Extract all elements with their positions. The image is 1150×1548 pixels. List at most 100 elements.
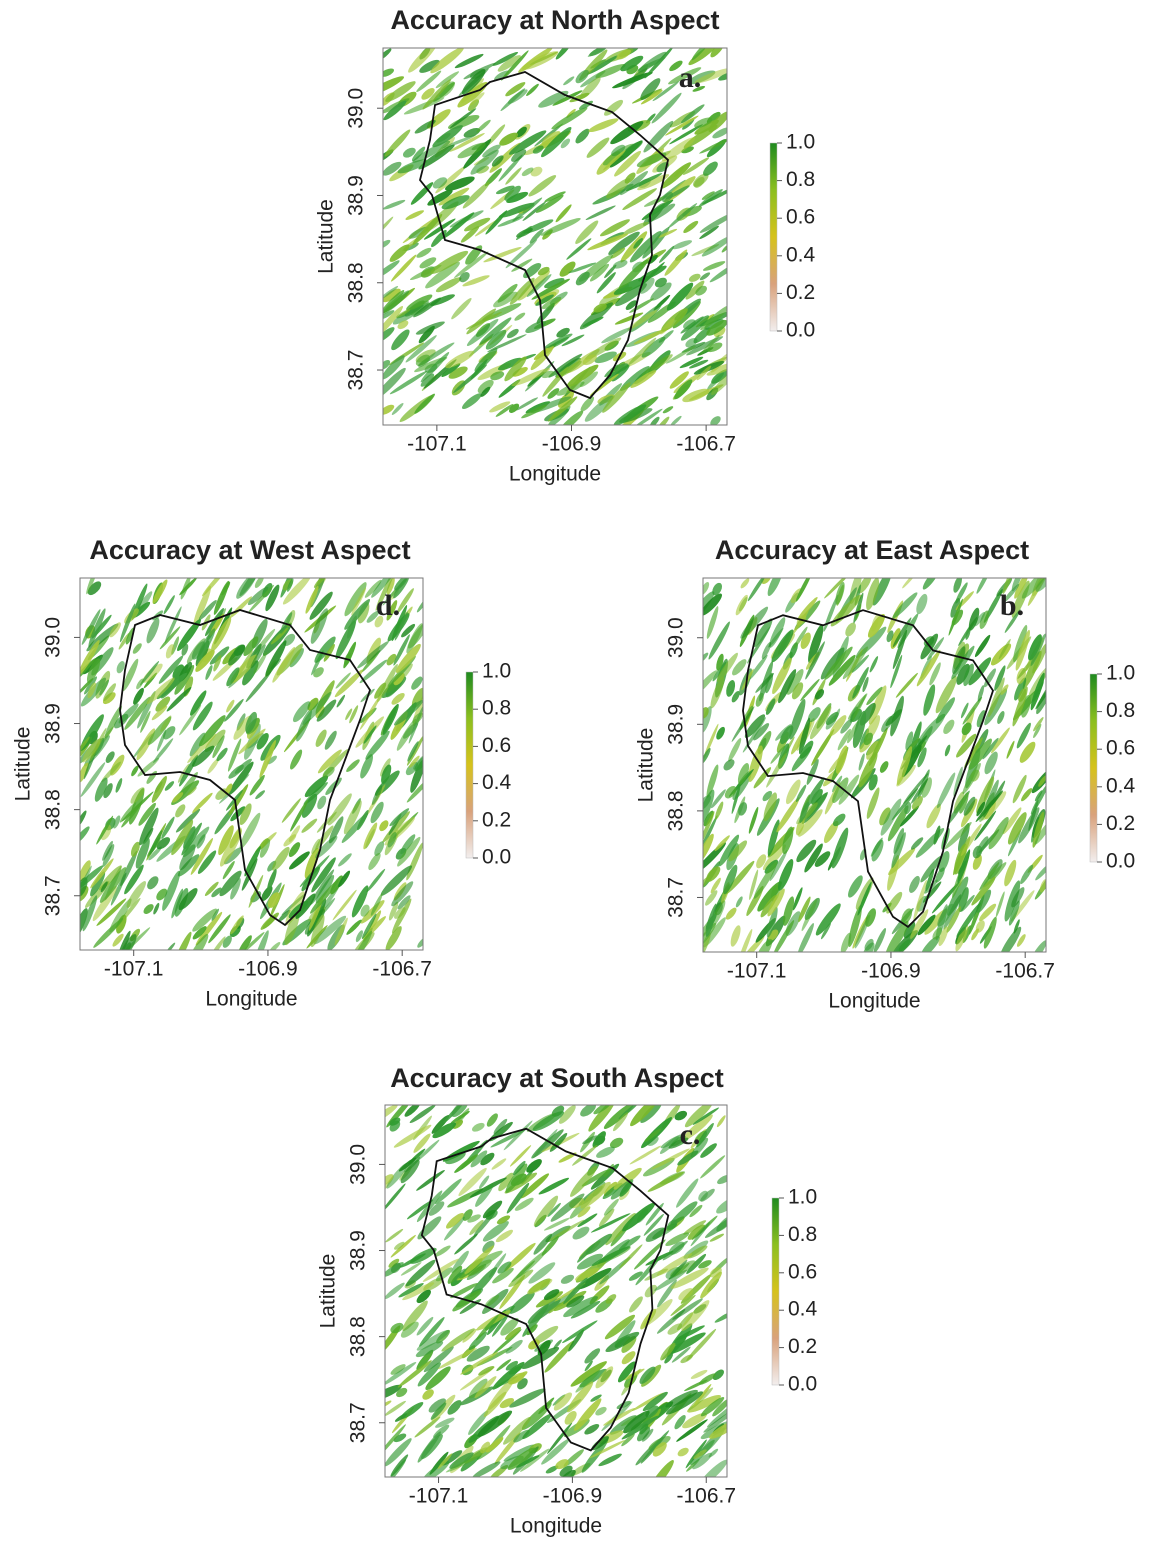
raster-patch [363, 725, 377, 744]
raster-patch [753, 723, 770, 741]
raster-patch [772, 920, 795, 952]
raster-patch [656, 416, 670, 425]
raster-patch [559, 1105, 576, 1124]
raster-patch [87, 682, 97, 699]
raster-patch [705, 890, 718, 906]
raster-patch [514, 1197, 534, 1211]
raster-patch [222, 860, 235, 880]
raster-patch [957, 849, 971, 884]
colorbar-tick-label: 0.6 [788, 1260, 817, 1283]
raster-patch [379, 820, 389, 832]
raster-patch [703, 810, 714, 827]
raster-patch [397, 895, 411, 910]
raster-patch [595, 63, 626, 79]
raster-patch [462, 275, 490, 287]
raster-patch [1020, 864, 1034, 885]
raster-patch [387, 831, 397, 848]
raster-patch [406, 842, 423, 881]
raster-patch [651, 1148, 690, 1170]
raster-patch [676, 1419, 708, 1442]
raster-patch [589, 1440, 626, 1459]
raster-patch [140, 710, 151, 733]
raster-patch [1011, 578, 1023, 592]
raster-patch [457, 142, 486, 159]
raster-patch [703, 706, 712, 733]
raster-patch [601, 327, 632, 344]
raster-patch [313, 667, 324, 678]
raster-patch [406, 774, 423, 803]
raster-patch [267, 892, 280, 908]
raster-patch [786, 669, 804, 695]
raster-patch [577, 1213, 598, 1228]
raster-patch [842, 646, 869, 680]
raster-patch [383, 68, 394, 77]
raster-patch [187, 787, 197, 796]
raster-patch [701, 186, 727, 205]
raster-patch [507, 89, 528, 104]
raster-patch [848, 904, 862, 948]
raster-patch [520, 1173, 550, 1199]
raster-patch [509, 1145, 532, 1167]
raster-patch [474, 1376, 497, 1399]
raster-patch [448, 115, 480, 130]
raster-patch [962, 696, 983, 725]
raster-patch [400, 1321, 419, 1338]
raster-patch [665, 1232, 690, 1246]
raster-patch [423, 1346, 454, 1373]
raster-patch [555, 1459, 569, 1470]
raster-patch [139, 660, 160, 686]
raster-patch [512, 367, 528, 377]
raster-patch [365, 730, 390, 760]
raster-patch [916, 593, 928, 615]
raster-patch [926, 637, 945, 661]
raster-patch [880, 798, 902, 836]
raster-patch [498, 1172, 514, 1192]
raster-patch [422, 1258, 459, 1282]
raster-patch [116, 914, 127, 934]
y-axis-label: Latitude [317, 1254, 340, 1329]
raster-patch [491, 1314, 509, 1337]
raster-patch [314, 636, 336, 663]
raster-patch [330, 875, 343, 895]
y-tick-label: 38.7 [345, 350, 368, 391]
plot-frame [79, 577, 424, 951]
raster-patch [800, 678, 820, 702]
raster-patch [93, 918, 124, 948]
watershed-boundary [742, 609, 994, 929]
raster-patch [703, 707, 709, 719]
raster-patch [580, 1105, 596, 1117]
raster-patch [419, 1317, 445, 1347]
raster-patch [612, 259, 628, 269]
raster-patch [469, 1219, 484, 1236]
raster-patch [416, 247, 432, 258]
raster-patch [556, 327, 570, 338]
raster-patch [710, 48, 725, 58]
raster-patch [272, 846, 290, 871]
raster-patch [979, 903, 997, 921]
raster-patch [1033, 723, 1042, 739]
raster-patch [383, 305, 404, 338]
raster-patch [441, 1328, 475, 1352]
raster-patch [494, 70, 510, 81]
raster-patch [390, 254, 417, 282]
raster-patch [598, 1453, 622, 1467]
raster-patch [359, 659, 388, 684]
raster-patch [527, 1278, 553, 1295]
raster-patch [171, 819, 194, 856]
raster-patch [522, 1413, 552, 1440]
raster-patch [438, 187, 470, 206]
raster-patch [706, 764, 719, 798]
colorbar-tick-label: 0.8 [788, 1223, 817, 1246]
raster-patch [829, 715, 847, 737]
raster-patch [647, 1171, 684, 1192]
raster-patch [997, 710, 1005, 724]
raster-patch [547, 1422, 573, 1454]
raster-patch [564, 1411, 577, 1425]
raster-patch [650, 282, 672, 301]
raster-patch [383, 404, 395, 415]
raster-patch [769, 617, 786, 648]
raster-patch [146, 677, 175, 705]
raster-patch [710, 416, 721, 425]
raster-patch [791, 746, 812, 772]
raster-patch [596, 1146, 615, 1158]
